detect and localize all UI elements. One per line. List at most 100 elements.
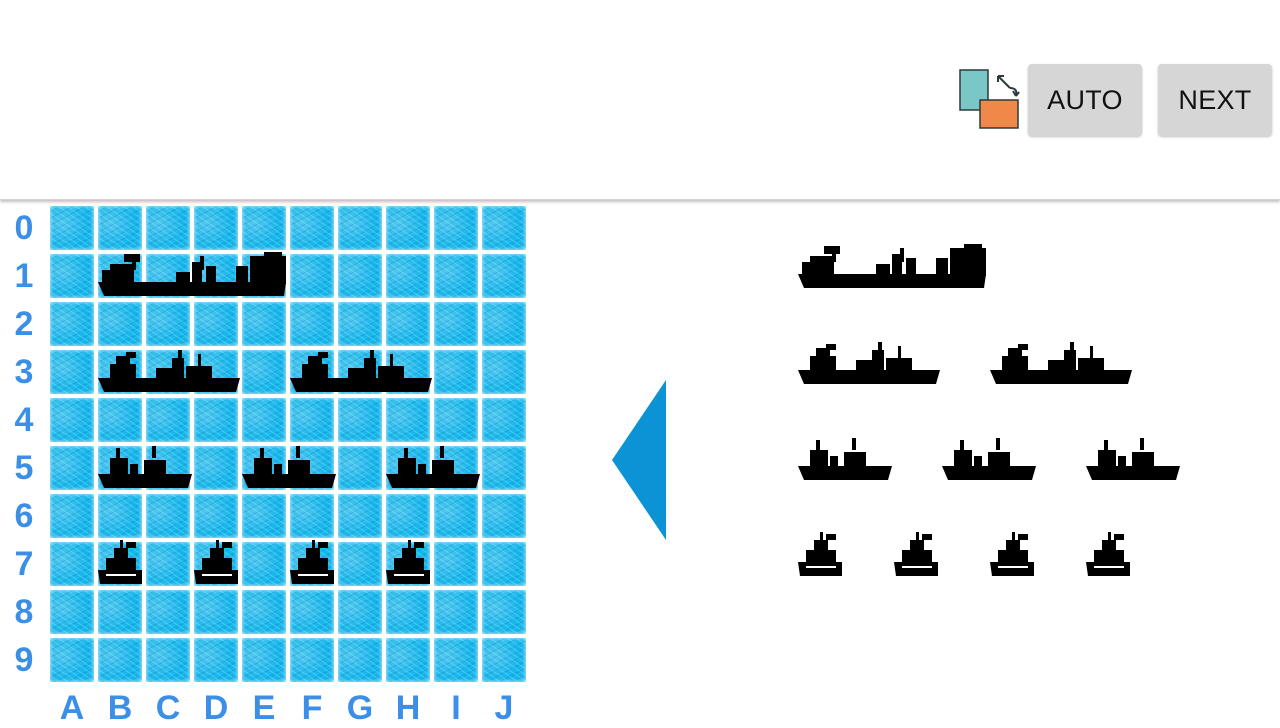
grid-cell[interactable] (146, 638, 190, 682)
grid-cell[interactable] (50, 206, 94, 250)
grid-cell[interactable] (338, 494, 382, 538)
grid-cell[interactable] (242, 590, 286, 634)
ship-cruiser[interactable] (96, 348, 240, 396)
grid-cell[interactable] (194, 302, 238, 346)
ship-destroyer[interactable] (384, 444, 480, 492)
grid-cell[interactable] (242, 398, 286, 442)
grid-cell[interactable] (338, 254, 382, 298)
grid-cell[interactable] (146, 206, 190, 250)
grid-cell[interactable] (98, 494, 142, 538)
fleet-ship-size-2[interactable] (796, 436, 892, 484)
grid-cell[interactable] (482, 254, 526, 298)
grid-cell[interactable] (434, 638, 478, 682)
grid-cell[interactable] (194, 398, 238, 442)
ship-submarine[interactable] (192, 540, 240, 588)
grid-cell[interactable] (482, 206, 526, 250)
grid-cell[interactable] (194, 206, 238, 250)
grid-cell[interactable] (50, 494, 94, 538)
grid-cell[interactable] (146, 590, 190, 634)
grid-cell[interactable] (290, 302, 334, 346)
grid-cell[interactable] (98, 398, 142, 442)
grid-cell[interactable] (146, 302, 190, 346)
arrow-left-icon[interactable] (612, 380, 668, 540)
ship-submarine[interactable] (288, 540, 336, 588)
ship-submarine[interactable] (96, 540, 144, 588)
grid-cell[interactable] (386, 302, 430, 346)
grid-cell[interactable] (482, 350, 526, 394)
grid-cell[interactable] (50, 398, 94, 442)
fleet-ship-size-4[interactable] (796, 244, 988, 292)
grid-cell[interactable] (338, 542, 382, 586)
grid-cell[interactable] (242, 542, 286, 586)
grid-cell[interactable] (434, 542, 478, 586)
fleet-ship-size-1[interactable] (1084, 532, 1132, 580)
grid-cell[interactable] (338, 302, 382, 346)
grid-cell[interactable] (434, 590, 478, 634)
grid-cell[interactable] (338, 398, 382, 442)
fleet-ship-size-2[interactable] (940, 436, 1036, 484)
grid-cell[interactable] (338, 590, 382, 634)
grid-cell[interactable] (242, 302, 286, 346)
grid-cell[interactable] (194, 494, 238, 538)
grid-cell[interactable] (242, 638, 286, 682)
player-board[interactable] (48, 204, 530, 684)
grid-cell[interactable] (242, 206, 286, 250)
grid-cell[interactable] (338, 206, 382, 250)
grid-cell[interactable] (290, 398, 334, 442)
grid-cell[interactable] (482, 542, 526, 586)
grid-cell[interactable] (290, 494, 334, 538)
grid-cell[interactable] (434, 494, 478, 538)
grid-cell[interactable] (338, 638, 382, 682)
grid-cell[interactable] (482, 398, 526, 442)
grid-cell[interactable] (242, 350, 286, 394)
grid-cell[interactable] (290, 638, 334, 682)
grid-cell[interactable] (146, 542, 190, 586)
grid-cell[interactable] (194, 638, 238, 682)
ship-cruiser[interactable] (288, 348, 432, 396)
grid-cell[interactable] (482, 494, 526, 538)
grid-cell[interactable] (386, 206, 430, 250)
fleet-ship-size-2[interactable] (1084, 436, 1180, 484)
grid-cell[interactable] (434, 254, 478, 298)
grid-cell[interactable] (482, 638, 526, 682)
grid-cell[interactable] (386, 494, 430, 538)
grid-cell[interactable] (242, 494, 286, 538)
grid-cell[interactable] (50, 590, 94, 634)
grid-cell[interactable] (290, 206, 334, 250)
fleet-ship-size-3[interactable] (796, 340, 940, 388)
grid-cell[interactable] (50, 302, 94, 346)
fleet-ship-size-1[interactable] (892, 532, 940, 580)
grid-cell[interactable] (146, 398, 190, 442)
grid-cell[interactable] (434, 302, 478, 346)
next-button[interactable]: NEXT (1158, 64, 1272, 136)
grid-cell[interactable] (50, 254, 94, 298)
grid-cell[interactable] (386, 398, 430, 442)
grid-cell[interactable] (98, 206, 142, 250)
fleet-ship-size-3[interactable] (988, 340, 1132, 388)
grid-cell[interactable] (98, 638, 142, 682)
grid-cell[interactable] (194, 446, 238, 490)
grid-cell[interactable] (386, 254, 430, 298)
ship-destroyer[interactable] (96, 444, 192, 492)
fleet-ship-size-1[interactable] (796, 532, 844, 580)
grid-cell[interactable] (386, 590, 430, 634)
ship-battleship[interactable] (96, 252, 288, 300)
grid-cell[interactable] (50, 542, 94, 586)
grid-cell[interactable] (434, 350, 478, 394)
grid-cell[interactable] (482, 590, 526, 634)
grid-cell[interactable] (98, 590, 142, 634)
grid-cell[interactable] (50, 446, 94, 490)
grid-cell[interactable] (98, 302, 142, 346)
grid-cell[interactable] (338, 446, 382, 490)
grid-cell[interactable] (434, 206, 478, 250)
rotate-orientation-icon[interactable] (958, 68, 1022, 132)
auto-button[interactable]: AUTO (1028, 64, 1142, 136)
grid-cell[interactable] (146, 494, 190, 538)
grid-cell[interactable] (50, 350, 94, 394)
ship-submarine[interactable] (384, 540, 432, 588)
grid-cell[interactable] (290, 254, 334, 298)
grid-cell[interactable] (50, 638, 94, 682)
grid-cell[interactable] (386, 638, 430, 682)
grid-cell[interactable] (290, 590, 334, 634)
ship-destroyer[interactable] (240, 444, 336, 492)
